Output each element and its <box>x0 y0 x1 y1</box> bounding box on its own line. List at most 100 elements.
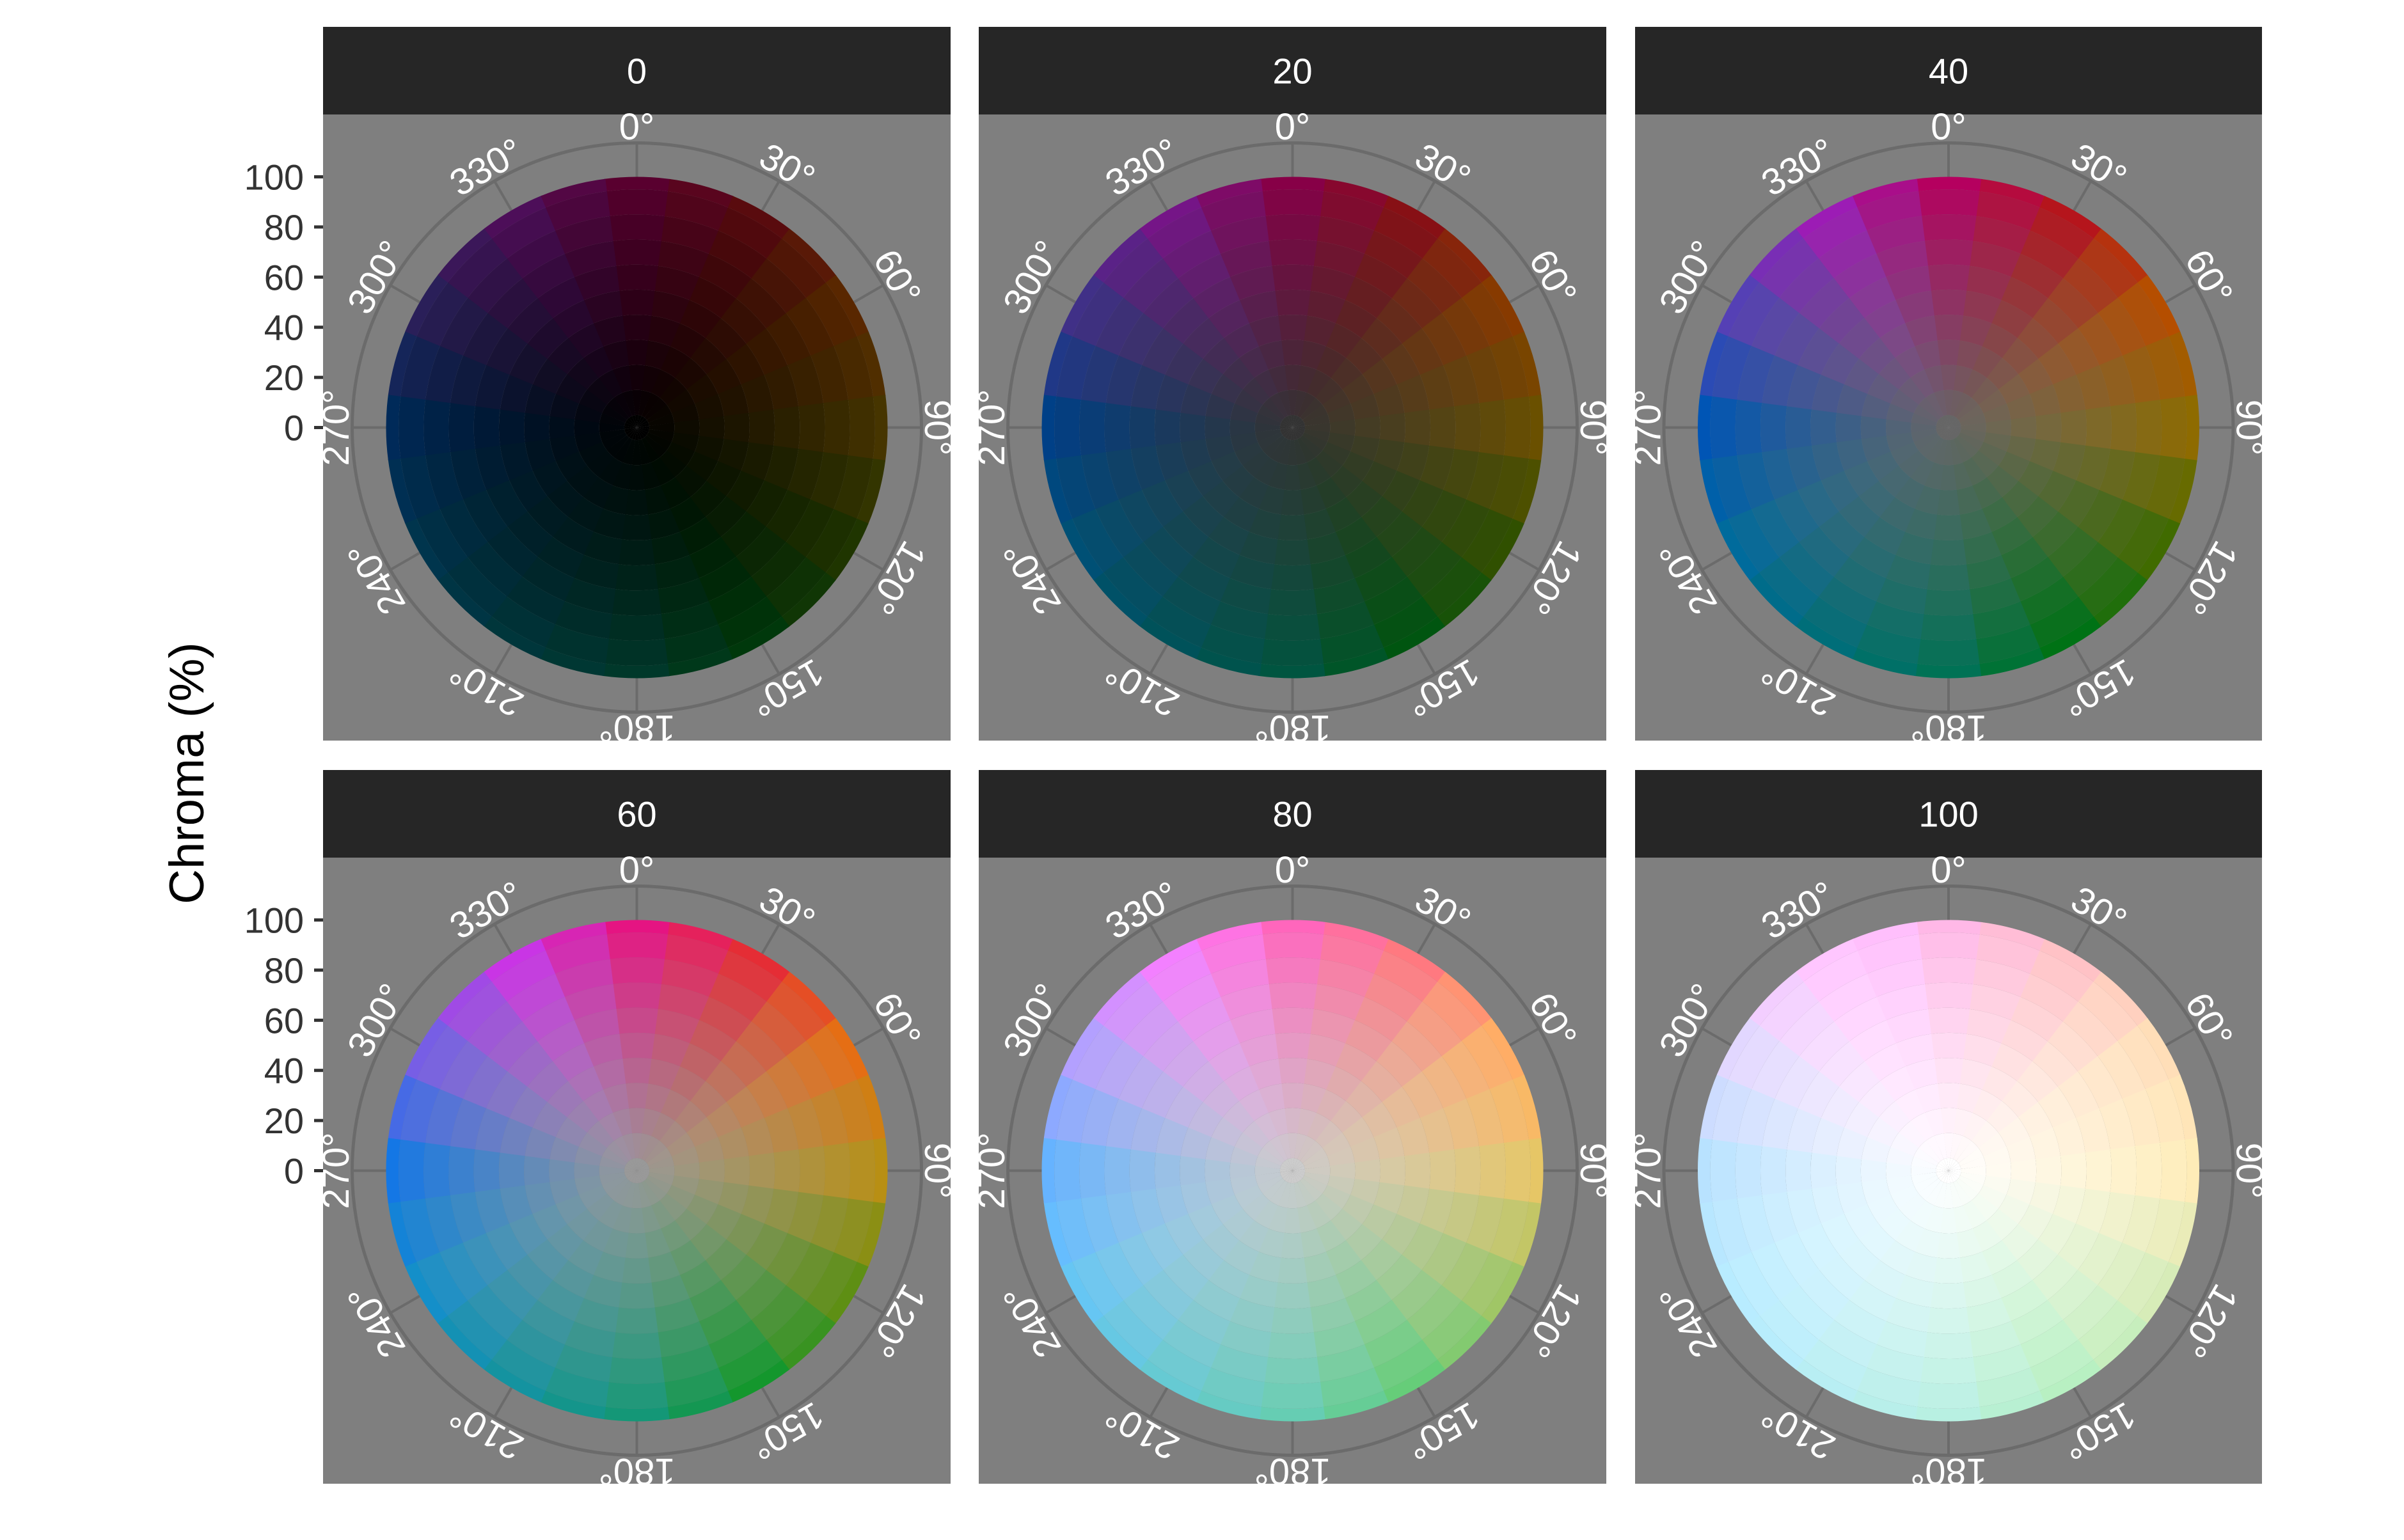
color-tile <box>648 1058 681 1090</box>
color-tile <box>1317 1089 1347 1122</box>
hue-gridline <box>1149 1387 1169 1418</box>
color-tile <box>1422 982 1483 1042</box>
color-tile <box>1998 452 2030 482</box>
color-tile <box>1940 427 1949 439</box>
color-tile <box>833 455 873 520</box>
color-tile <box>1230 265 1276 301</box>
color-tile <box>1953 1181 1972 1206</box>
color-tile <box>2057 480 2100 528</box>
color-tile <box>671 1175 699 1195</box>
facet-strip-label: 20 <box>1272 51 1312 91</box>
color-tile <box>1054 395 1082 459</box>
color-tile <box>2060 409 2087 446</box>
color-tile <box>439 498 488 558</box>
color-tile <box>1281 340 1305 366</box>
color-tile <box>1322 1185 1351 1209</box>
color-tile <box>2001 1020 2049 1062</box>
color-tile <box>635 414 639 428</box>
color-tile <box>1437 228 1492 284</box>
color-tile <box>439 1241 488 1301</box>
color-tile <box>1396 1117 1430 1157</box>
color-tile <box>525 1127 557 1159</box>
color-tile <box>1282 427 1293 438</box>
color-tile <box>1258 485 1285 515</box>
color-tile <box>1269 437 1288 462</box>
color-tile <box>1698 1136 1713 1204</box>
color-tile <box>1056 454 1096 519</box>
color-tile <box>1163 1041 1210 1087</box>
color-tile <box>500 1184 533 1224</box>
color-tile <box>1280 489 1304 515</box>
color-tile <box>2117 282 2169 347</box>
hue-gridline <box>2073 180 2092 212</box>
color-tile <box>1919 613 1977 641</box>
color-tile <box>475 444 510 491</box>
color-tile <box>555 959 613 997</box>
color-tile <box>1419 365 1455 411</box>
color-tile <box>1890 1184 1919 1209</box>
color-tile <box>1219 578 1272 614</box>
color-tile <box>1164 1213 1203 1255</box>
color-tile <box>1336 300 1377 339</box>
color-tile <box>573 1298 619 1333</box>
color-tile <box>1105 1191 1143 1243</box>
hue-gridline <box>761 180 780 212</box>
color-tile <box>2000 537 2048 579</box>
color-tile <box>1700 457 1728 524</box>
color-tile <box>587 1120 614 1148</box>
color-tile <box>2117 509 2169 574</box>
color-tile <box>690 1081 727 1118</box>
color-tile <box>1466 345 1505 404</box>
color-tile <box>1441 1243 1490 1301</box>
color-tile <box>599 1156 626 1169</box>
color-tile <box>1937 1083 1961 1109</box>
color-tile <box>625 427 637 436</box>
color-tile <box>544 624 610 664</box>
color-tile <box>1376 1041 1423 1088</box>
color-wheel <box>1041 177 1544 679</box>
color-tile <box>637 416 645 428</box>
color-tile <box>1858 480 1895 517</box>
color-tile <box>1936 489 1960 515</box>
color-tile <box>1300 1140 1323 1163</box>
color-tile <box>1315 1193 1343 1221</box>
color-tile <box>1341 1195 1374 1225</box>
color-tile <box>825 519 869 581</box>
color-tile <box>1748 1314 1804 1370</box>
color-tile <box>567 358 599 389</box>
color-tile <box>1930 1032 1968 1059</box>
color-tile <box>1834 996 1887 1042</box>
color-tile <box>1812 441 1845 481</box>
color-tile <box>599 412 626 426</box>
color-tile <box>1752 1040 1800 1099</box>
color-tile <box>1350 436 1380 462</box>
color-tile <box>1861 393 1891 420</box>
color-tile <box>1762 1097 1799 1150</box>
color-tile <box>1056 1197 1096 1262</box>
color-tile <box>1102 1299 1163 1360</box>
color-tile <box>718 950 783 1003</box>
color-tile <box>1406 542 1462 597</box>
color-tile <box>695 393 724 420</box>
color-tile <box>1848 536 1896 578</box>
color-tile <box>547 1080 584 1117</box>
color-tile <box>475 364 510 410</box>
color-tile <box>1274 539 1311 566</box>
color-tile <box>1986 419 2011 436</box>
color-tile <box>1391 1269 1442 1321</box>
color-tile <box>1164 470 1203 512</box>
color-tile <box>1700 1073 1729 1140</box>
color-tile <box>805 509 857 574</box>
hue-tick-label: 180° <box>1910 1450 1987 1492</box>
color-tile <box>1949 427 1959 438</box>
color-tile <box>1316 477 1347 509</box>
color-tile <box>2169 1074 2197 1141</box>
color-tile <box>1844 460 1879 496</box>
color-tile <box>1760 1145 1787 1195</box>
color-tile <box>1972 1220 2002 1252</box>
color-tile <box>507 297 554 344</box>
color-tile <box>1258 663 1325 679</box>
color-tile <box>651 290 691 324</box>
color-tile <box>1911 422 1936 433</box>
color-tile <box>1361 318 1403 359</box>
